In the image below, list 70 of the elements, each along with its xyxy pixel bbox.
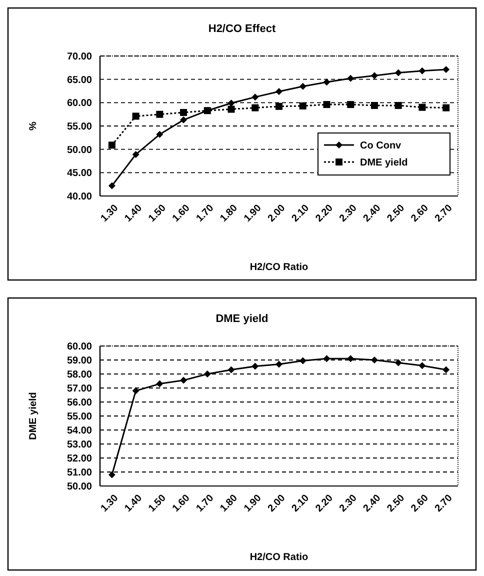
point [156,380,164,388]
chart-title: DME yield [216,313,268,325]
point [132,387,140,394]
point [370,102,378,109]
point [442,66,450,74]
point [299,82,306,90]
y-tick-label: 50.00 [66,482,92,492]
point [442,104,450,112]
point [180,376,188,384]
point [394,102,402,109]
point [347,74,354,82]
legend-label: DME yield [360,158,408,168]
y-tick-label: 52.00 [66,454,92,464]
point [299,357,306,364]
point [276,360,282,368]
point [418,362,426,370]
y-tick-label: 58.00 [66,370,92,380]
point [370,72,378,80]
y-tick-label: 70.00 [66,52,92,62]
y-tick-label: 53.00 [66,440,92,450]
y-tick-label: 55.00 [66,122,92,132]
point [323,355,330,362]
x-axis-title: H2/CO Ratio [250,262,308,273]
point [323,78,330,86]
y-tick-label: 40.00 [66,192,92,202]
chart-title: H2/CO Effect [208,23,276,35]
point [204,370,211,378]
x-axis-title: H2/CO Ratio [250,552,308,563]
point [347,355,354,362]
point [276,102,282,110]
y-tick-label: 50.00 [66,144,92,156]
point [180,108,188,116]
point [370,356,378,364]
point [252,362,259,370]
y-tick-label: 60.00 [66,98,92,110]
point [228,366,235,374]
point [418,104,426,111]
y-axis-title: DME yield [28,392,39,440]
point [132,112,140,120]
point [156,110,164,118]
point [323,101,330,108]
y-tick-label: 56.00 [66,398,92,408]
point [394,69,402,76]
y-axis-title: % [28,121,39,130]
point [418,67,426,74]
y-tick-label: 60.00 [66,342,92,352]
point [252,94,259,101]
point [228,100,235,107]
y-tick-label: 45.00 [66,168,92,180]
point [252,104,259,112]
y-tick-label: 59.00 [66,356,92,366]
y-tick-label: 55.00 [66,412,92,422]
point [132,150,140,158]
y-tick-label: 57.00 [66,384,92,394]
y-tick-label: 65.00 [66,74,92,86]
point [108,142,116,149]
point [108,471,116,478]
point [156,130,164,138]
point [180,116,188,124]
y-tick-label: 54.00 [66,426,92,436]
legend-label: Co Conv [360,140,402,152]
point [108,182,116,190]
point [228,106,235,113]
y-tick-label: 51.00 [66,468,92,478]
point [442,366,450,374]
point [204,107,211,114]
point [347,101,354,108]
point [394,359,402,366]
point [299,102,306,110]
point [276,88,282,95]
